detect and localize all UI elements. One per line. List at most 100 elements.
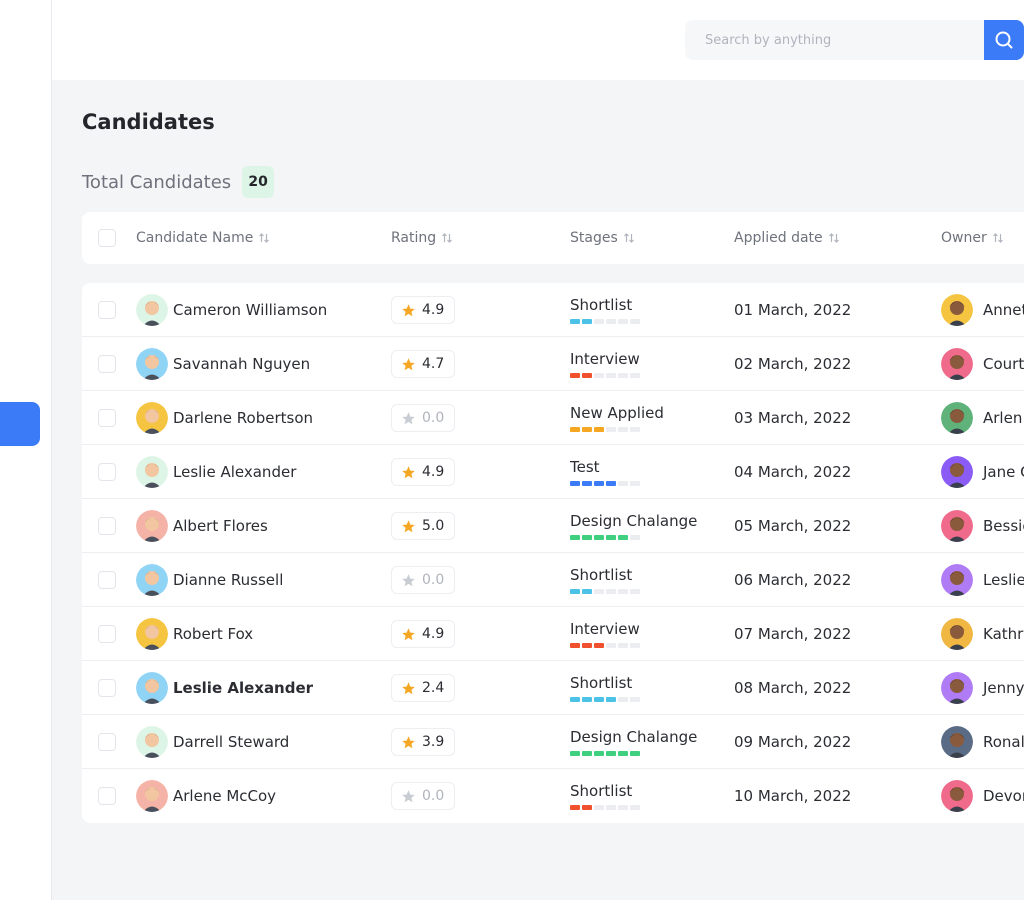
stage-segment xyxy=(594,481,604,486)
candidate-avatar xyxy=(136,402,168,434)
sort-icon[interactable] xyxy=(441,232,453,244)
stage-segment xyxy=(618,535,628,540)
owner-name: Kathr xyxy=(983,625,1024,643)
page-title: Candidates xyxy=(82,110,215,134)
stage-name: Interview xyxy=(570,350,640,368)
total-candidates: Total Candidates 20 xyxy=(82,166,275,198)
search-box xyxy=(685,20,985,60)
candidate-name[interactable]: Darrell Steward xyxy=(173,733,290,751)
star-icon xyxy=(402,573,415,586)
top-bar xyxy=(52,0,1024,80)
stage-segment xyxy=(594,373,604,378)
applied-date: 08 March, 2022 xyxy=(734,679,852,697)
candidate-avatar xyxy=(136,294,168,326)
row-checkbox[interactable] xyxy=(98,733,116,751)
owner-name: Arlen xyxy=(983,409,1023,427)
column-candidate-name[interactable]: Candidate Name xyxy=(136,212,270,264)
stage-segment xyxy=(582,805,592,810)
table-row[interactable]: Darlene Robertson 0.0 New Applied 03 Mar… xyxy=(82,391,1024,445)
stage-name: Design Chalange xyxy=(570,728,698,746)
candidate-avatar xyxy=(136,780,168,812)
search-button[interactable] xyxy=(984,20,1024,60)
rating-value: 0.0 xyxy=(422,572,445,588)
row-checkbox[interactable] xyxy=(98,301,116,319)
owner-name: Bessie xyxy=(983,517,1024,535)
stage-segment xyxy=(570,697,580,702)
table-row[interactable]: Robert Fox 4.9 Interview 07 March, 2022 … xyxy=(82,607,1024,661)
table-row[interactable]: Leslie Alexander 2.4 Shortlist 08 March,… xyxy=(82,661,1024,715)
star-icon xyxy=(402,681,415,694)
table-row[interactable]: Darrell Steward 3.9 Design Chalange 09 M… xyxy=(82,715,1024,769)
candidate-name[interactable]: Cameron Williamson xyxy=(173,301,328,319)
stage-segment xyxy=(630,535,640,540)
search-icon xyxy=(995,31,1013,49)
column-owner[interactable]: Owner xyxy=(941,212,1004,264)
sort-icon[interactable] xyxy=(623,232,635,244)
table-row[interactable]: Savannah Nguyen 4.7 Interview 02 March, … xyxy=(82,337,1024,391)
candidate-name[interactable]: Albert Flores xyxy=(173,517,268,535)
stage-segment xyxy=(582,751,592,756)
rating-value: 4.9 xyxy=(422,626,445,642)
search-input[interactable] xyxy=(685,20,985,60)
applied-date: 04 March, 2022 xyxy=(734,463,852,481)
candidate-name[interactable]: Arlene McCoy xyxy=(173,787,277,805)
candidate-name[interactable]: Dianne Russell xyxy=(173,571,284,589)
stage-segment xyxy=(570,481,580,486)
rating-badge: 2.4 xyxy=(391,674,455,702)
column-applied-date[interactable]: Applied date xyxy=(734,212,840,264)
applied-date: 09 March, 2022 xyxy=(734,733,852,751)
row-checkbox[interactable] xyxy=(98,409,116,427)
star-icon xyxy=(402,519,415,532)
stage-segment xyxy=(582,427,592,432)
column-rating[interactable]: Rating xyxy=(391,212,453,264)
row-checkbox[interactable] xyxy=(98,625,116,643)
select-all-checkbox[interactable] xyxy=(98,229,116,247)
star-icon xyxy=(402,303,415,316)
row-checkbox[interactable] xyxy=(98,571,116,589)
rating-value: 2.4 xyxy=(422,680,445,696)
owner-avatar xyxy=(941,348,973,380)
table-row[interactable]: Albert Flores 5.0 Design Chalange 05 Mar… xyxy=(82,499,1024,553)
candidate-name[interactable]: Leslie Alexander xyxy=(173,679,314,697)
row-checkbox[interactable] xyxy=(98,679,116,697)
owner-avatar xyxy=(941,402,973,434)
table-row[interactable]: Cameron Williamson 4.9 Shortlist 01 Marc… xyxy=(82,283,1024,337)
table-row[interactable]: Dianne Russell 0.0 Shortlist 06 March, 2… xyxy=(82,553,1024,607)
stage-segment xyxy=(630,697,640,702)
stage-segment xyxy=(582,589,592,594)
stage-segment xyxy=(618,589,628,594)
row-checkbox[interactable] xyxy=(98,463,116,481)
row-checkbox[interactable] xyxy=(98,787,116,805)
sidebar xyxy=(0,0,52,900)
stage-segment xyxy=(570,589,580,594)
stage-segment xyxy=(630,751,640,756)
stage-name: Shortlist xyxy=(570,566,633,584)
table-row[interactable]: Leslie Alexander 4.9 Test 04 March, 2022… xyxy=(82,445,1024,499)
owner-avatar xyxy=(941,780,973,812)
candidate-name[interactable]: Darlene Robertson xyxy=(173,409,314,427)
column-label: Candidate Name xyxy=(136,230,254,246)
owner-avatar xyxy=(941,294,973,326)
sort-icon[interactable] xyxy=(992,232,1004,244)
applied-date: 05 March, 2022 xyxy=(734,517,852,535)
column-stages[interactable]: Stages xyxy=(570,212,635,264)
table-header: Candidate Name Rating Stages Applied dat… xyxy=(82,212,1024,264)
row-checkbox[interactable] xyxy=(98,517,116,535)
stage-segment xyxy=(582,697,592,702)
sort-icon[interactable] xyxy=(258,232,270,244)
row-checkbox[interactable] xyxy=(98,355,116,373)
sidebar-active-item[interactable] xyxy=(0,402,40,446)
owner-avatar xyxy=(941,672,973,704)
candidate-name[interactable]: Robert Fox xyxy=(173,625,254,643)
stage-segment xyxy=(606,481,616,486)
rating-badge: 0.0 xyxy=(391,782,455,810)
rating-badge: 4.9 xyxy=(391,620,455,648)
rating-value: 4.9 xyxy=(422,464,445,480)
table-row[interactable]: Arlene McCoy 0.0 Shortlist 10 March, 202… xyxy=(82,769,1024,823)
rating-value: 4.9 xyxy=(422,302,445,318)
sort-icon[interactable] xyxy=(828,232,840,244)
rating-value: 5.0 xyxy=(422,518,445,534)
candidate-name[interactable]: Leslie Alexander xyxy=(173,463,297,481)
candidate-name[interactable]: Savannah Nguyen xyxy=(173,355,311,373)
column-label: Owner xyxy=(941,230,987,246)
